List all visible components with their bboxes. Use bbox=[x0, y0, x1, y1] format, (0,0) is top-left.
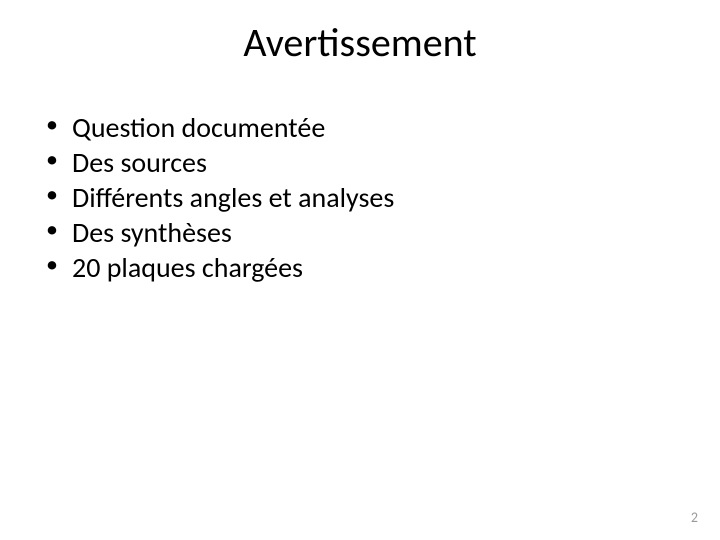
slide: Avertissement Question documentée Des so… bbox=[0, 0, 720, 540]
list-item: 20 plaques chargées bbox=[42, 250, 660, 285]
bullet-list: Question documentée Des sources Différen… bbox=[42, 110, 660, 285]
slide-title: Avertissement bbox=[0, 18, 720, 67]
list-item: Des synthèses bbox=[42, 215, 660, 250]
list-item: Différents angles et analyses bbox=[42, 180, 660, 215]
page-number: 2 bbox=[691, 509, 698, 526]
list-item: Question documentée bbox=[42, 110, 660, 145]
list-item: Des sources bbox=[42, 145, 660, 180]
